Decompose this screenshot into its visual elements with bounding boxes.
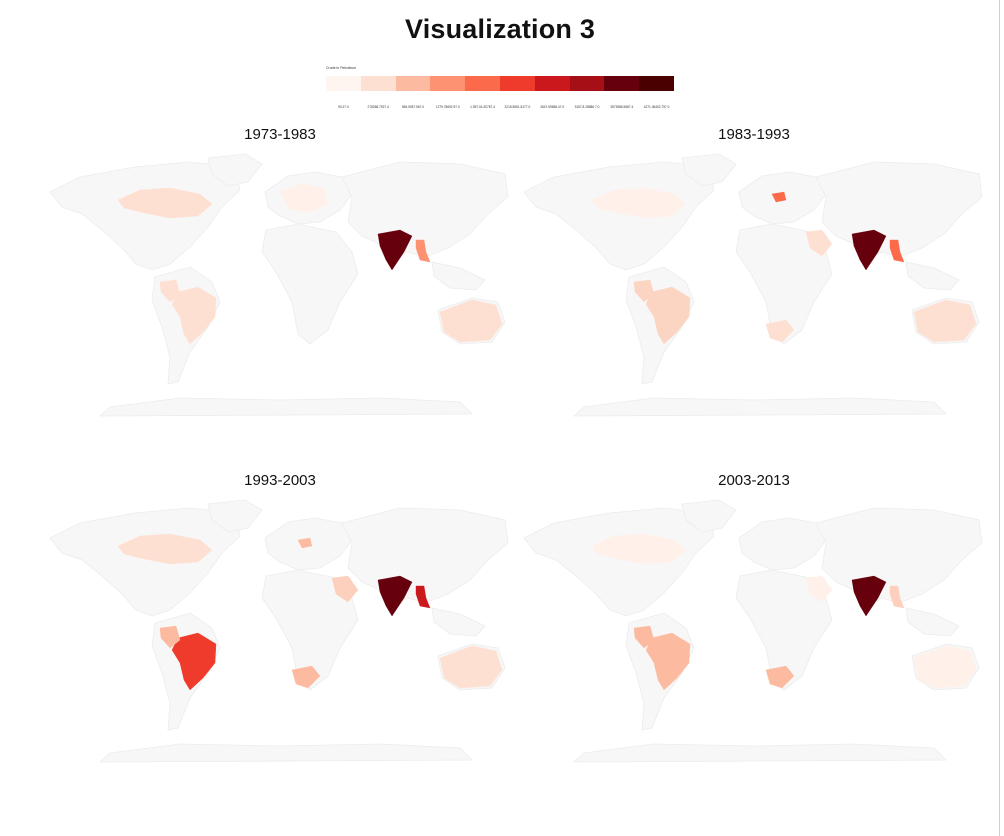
page-edge [999,0,1000,836]
country-canada [591,187,687,219]
country-poland [297,537,313,549]
land-north-america [523,161,715,271]
country-western-europe [279,183,329,213]
land-southeast-asia [431,261,486,291]
land-north-america [49,161,241,271]
land-greenland [207,499,263,533]
legend-label-6: 2215.5551.5177.0 [504,105,531,109]
country-brazil [645,286,691,345]
country-colombia [633,625,655,649]
country-brazil [171,632,217,691]
legend-swatch-9 [604,76,640,91]
country-saudi-arabia [331,575,359,603]
land-southeast-asia [905,607,960,637]
legend-swatch-8 [569,76,605,91]
legend-label-3: 556.5057.567.0 [401,105,425,109]
legend-swatch-2 [360,76,396,91]
legend-label-2: 278268.7927.4 [367,105,389,109]
country-brazil [645,632,691,691]
world-map [523,153,983,417]
legend-labels: 90.27.0 278268.7927.4 556.5057.567.0 127… [326,105,674,109]
country-india [377,229,413,271]
legend-label-1: 90.27.0 [338,105,349,109]
land-greenland [681,499,737,533]
legend-label-7: 2647.59658.47.0 [540,105,565,109]
world-map [49,153,509,417]
country-brazil [171,286,217,345]
page-title: Visualization 3 [404,14,596,44]
map-panel-1993-2003: 1993-2003 [40,472,520,772]
country-myanmar [889,239,905,263]
legend-swatch-6 [499,76,535,91]
country-canada [117,187,213,219]
country-myanmar [415,239,431,263]
country-colombia [159,279,181,303]
country-saudi-arabia [805,229,833,257]
map-panel-2003-2013: 2003-2013 [514,472,994,772]
country-colombia [159,625,181,649]
land-southeast-asia [431,607,486,637]
country-india [377,575,413,617]
country-canada [117,533,213,565]
country-saudi-arabia [805,575,833,603]
panel-title: 1973-1983 [244,126,316,143]
land-antarctica [572,743,947,763]
land-greenland [681,153,737,187]
country-india [851,229,887,271]
country-colombia [633,279,655,303]
legend-label-4: 1279.78692.97.0 [435,105,460,109]
land-north-america [523,507,715,617]
panel-title: 1993-2003 [244,472,316,489]
country-australia [913,645,977,689]
world-map [49,499,509,763]
legend-swatch-7 [534,76,570,91]
land-europe [738,517,827,571]
legend-color-bar [326,76,674,91]
country-australia [439,299,503,343]
country-canada [591,533,687,565]
legend-swatch-3 [395,76,431,91]
land-southeast-asia [905,261,960,291]
country-australia [913,299,977,343]
country-myanmar [415,585,431,609]
land-north-america [49,507,241,617]
panel-title: 1983-1993 [718,126,790,143]
land-antarctica [572,397,947,417]
land-antarctica [98,743,473,763]
country-myanmar [889,585,905,609]
land-antarctica [98,397,473,417]
legend-swatch-4 [430,76,466,91]
legend-title: Crude in Petroleum [326,66,357,70]
legend-label-10: 4271.36402.797.0 [643,105,670,109]
country-india [851,575,887,617]
legend-label-5: 1.957.04.30787.4 [470,105,495,109]
color-legend: Crude in Petroleum 90.27.0 278268.7927.4… [326,66,678,116]
land-greenland [207,153,263,187]
panel-title: 2003-2013 [718,472,790,489]
map-panel-1983-1993: 1983-1993 [514,126,994,426]
legend-label-9: 3573986.5687.4 [610,105,634,109]
world-map [523,499,983,763]
map-panel-1973-1983: 1973-1983 [40,126,520,426]
legend-label-8: 3157.8.28586.7.0 [574,105,600,109]
country-poland [771,191,787,203]
country-south-africa [291,665,321,689]
legend-swatch-10 [639,76,674,91]
legend-swatch-1 [326,76,361,91]
legend-swatch-5 [465,76,500,91]
country-south-africa [765,319,795,343]
land-africa [261,223,359,345]
country-south-africa [765,665,795,689]
country-australia [439,645,503,689]
